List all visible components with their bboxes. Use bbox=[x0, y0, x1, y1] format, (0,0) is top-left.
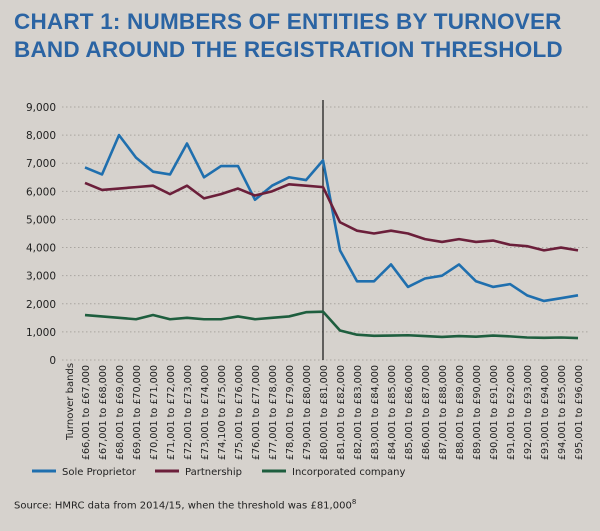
x-tick-label: £69,001 to £70,000 bbox=[132, 365, 143, 460]
x-tick-label: £81,001 to £82,000 bbox=[336, 365, 347, 460]
x-tick-label: £70,001 to £71,000 bbox=[149, 365, 160, 460]
x-tick-label: £66,001 to £67,000 bbox=[81, 365, 92, 460]
y-tick-label: 6,000 bbox=[26, 186, 56, 198]
x-tick-label: £68,001 to £69,000 bbox=[115, 365, 126, 460]
footnote-ref: 8 bbox=[351, 498, 357, 506]
x-tick-label: £82,001 to £83,000 bbox=[353, 365, 364, 460]
x-tick-label: £77,001 to £78,000 bbox=[268, 365, 279, 460]
legend-label: Incorporated company bbox=[292, 467, 405, 478]
y-tick-label: 1,000 bbox=[26, 327, 56, 339]
y-tick-label: 8,000 bbox=[26, 130, 56, 142]
series-line-incorporated-company bbox=[84, 310, 579, 340]
y-tick-label: 3,000 bbox=[26, 271, 56, 283]
x-tick-label: £85,001 to £86,000 bbox=[404, 365, 415, 460]
x-tick-label: £95,001 to £96,000 bbox=[574, 365, 585, 460]
x-tick-label: £83,001 to £84,000 bbox=[370, 365, 381, 460]
x-tick-label: £71,001 to £72,000 bbox=[166, 365, 177, 460]
x-tick-label: £93,001 to £94,000 bbox=[540, 365, 551, 460]
x-tick-label: £90,001 to £91,000 bbox=[489, 365, 500, 460]
y-tick-label: 4,000 bbox=[26, 243, 56, 255]
y-tick-label: 5,000 bbox=[26, 214, 56, 226]
x-tick-label: £89,001 to £90,000 bbox=[472, 365, 483, 460]
x-tick-label: £94,001 to £95,000 bbox=[557, 365, 568, 460]
x-tick-label: £79,001 to £80,000 bbox=[302, 365, 313, 460]
y-tick-label: 7,000 bbox=[26, 158, 56, 170]
x-tick-label: £87,001 to £88,000 bbox=[438, 365, 449, 460]
source-text: Source: HMRC data from 2014/15, when the… bbox=[14, 500, 352, 512]
series-line-partnership bbox=[84, 181, 579, 252]
source-note: Source: HMRC data from 2014/15, when the… bbox=[14, 498, 356, 511]
y-tick-label: 0 bbox=[49, 355, 56, 367]
x-tick-label: £73,001 to £74,000 bbox=[200, 365, 211, 460]
x-tick-label: £80,001 to £81,000 bbox=[319, 365, 330, 460]
y-tick-label: 9,000 bbox=[26, 102, 56, 114]
x-tick-label: £91,001 to £92,000 bbox=[506, 365, 517, 460]
x-tick-label: £86,001 to £87,000 bbox=[421, 365, 432, 460]
x-tick-label: £78,001 to £79,000 bbox=[285, 365, 296, 460]
y-tick-label: 2,000 bbox=[26, 299, 56, 311]
x-tick-label: £67,001 to £68,000 bbox=[98, 365, 109, 460]
x-tick-label: £72,001 to £73,000 bbox=[183, 365, 194, 460]
x-tick-label: £75,001 to £76,000 bbox=[234, 365, 245, 460]
x-tick-label: £76,001 to £77,000 bbox=[251, 365, 262, 460]
legend-label: Partnership bbox=[185, 467, 242, 478]
chart-title: CHART 1: NUMBERS OF ENTITIES BY TURNOVER… bbox=[14, 9, 563, 62]
x-tick-label: £88,001 to £89,000 bbox=[455, 365, 466, 460]
x-tick-label: £92,001 to £93,000 bbox=[523, 365, 534, 460]
legend-label: Sole Proprietor bbox=[62, 467, 137, 478]
x-tick-label: £84,001 to £85,000 bbox=[387, 365, 398, 460]
x-axis-label: Turnover bands bbox=[65, 363, 76, 441]
x-tick-label: £74,100 to £75,000 bbox=[217, 365, 228, 460]
